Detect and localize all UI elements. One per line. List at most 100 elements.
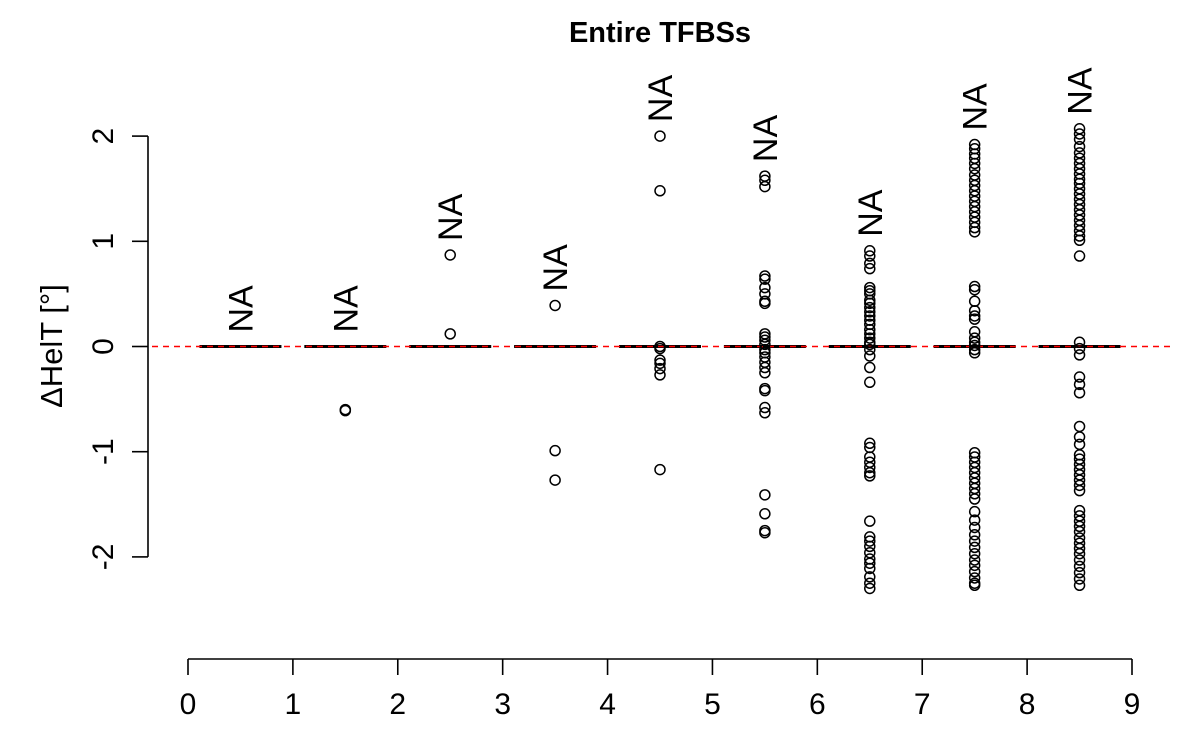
outlier-point [759,331,771,343]
outlier-point [759,338,771,351]
outlier-point [759,367,771,379]
outlier-point [759,384,771,397]
outlier-point [1073,431,1086,443]
outlier-point [968,283,981,296]
y-tick-label: 0 [87,338,120,355]
outlier-point [759,343,771,356]
outlier-point [968,529,981,541]
outlier-point [968,514,981,526]
outlier-point [654,185,666,197]
outlier-point [968,343,981,356]
outlier-point [968,505,981,518]
outlier-point [968,295,981,308]
outlier-point [759,361,771,374]
outlier-point [549,299,561,312]
na-labels: NA NA NA NA NA NA NA NA NA [222,67,1099,332]
outlier-point [864,461,876,474]
outlier-point [864,250,876,262]
outlier-point [864,515,876,527]
y-tick-label: -2 [87,544,120,571]
outlier-point [1073,420,1086,433]
outlier-point [864,343,876,356]
outlier-point [549,474,561,486]
outlier-point [968,541,981,554]
outlier-point [759,281,771,294]
outlier-point [864,571,876,583]
outlier-point [968,226,981,238]
outlier-point [1073,573,1086,585]
outlier-point [759,508,771,520]
outlier-point [864,245,876,257]
outlier-point [1073,250,1086,262]
outlier-point [968,488,981,500]
outlier-point [1073,342,1086,355]
outlier-point [864,301,876,314]
outlier-point [759,297,771,310]
outlier-point [1073,371,1086,383]
na-label: NA [222,285,260,333]
outlier-point [1073,479,1086,492]
x-tick-label: 5 [704,688,721,721]
y-axis-label: ΔHelT [°] [34,284,69,408]
outlier-point [759,526,771,539]
outlier-point [864,297,876,310]
outlier-point [968,559,981,572]
x-tick-label: 6 [809,688,826,721]
outlier-point [968,535,981,547]
outlier-point [1073,438,1086,451]
outlier-point [1073,554,1086,566]
outlier-points [339,122,1086,595]
na-label: NA [747,115,785,163]
y-tick-label: 2 [87,128,120,145]
x-tick-label: 4 [599,688,616,721]
outlier-point [444,249,456,261]
outlier-point [864,361,876,374]
outlier-point [864,535,876,547]
outlier-point [968,547,981,560]
chart-title: Entire TFBSs [569,17,751,49]
na-label: NA [432,193,470,241]
outlier-point [1073,349,1086,361]
outlier-point [864,470,876,482]
outlier-point [1073,542,1086,555]
outlier-point [864,562,876,575]
outlier-point [759,180,771,193]
y-tick-label: -1 [87,438,120,465]
outlier-point [864,466,876,479]
outlier-point [864,376,876,389]
na-label: NA [642,75,680,123]
outlier-point [968,310,981,322]
outlier-point [759,174,771,187]
y-tick-label: 1 [87,233,120,250]
outlier-point [1073,566,1086,579]
outlier-point [1073,387,1086,399]
outlier-point [968,221,981,234]
outlier-point [864,323,876,336]
x-tick-label: 2 [389,688,406,721]
outlier-point [968,280,981,293]
outlier-point [864,310,876,322]
outlier-point [1073,133,1086,146]
x-tick-label: 9 [1124,688,1141,721]
outlier-point [864,332,876,344]
outlier-point [864,350,876,362]
outlier-point [864,306,876,318]
outlier-point [968,579,981,592]
outlier-point [654,362,666,375]
na-label: NA [957,83,995,131]
outlier-point [968,572,981,584]
outlier-point [864,577,876,589]
outlier-point [864,294,876,306]
outlier-point [1073,234,1086,246]
outlier-point [759,401,771,414]
outlier-point [968,339,981,352]
x-axis: 0 1 2 3 4 5 6 7 8 9 [180,658,1141,721]
outlier-point [864,281,876,294]
na-label: NA [327,285,365,333]
outlier-point [1073,230,1086,242]
outlier-point [968,521,981,534]
na-label: NA [1062,67,1100,115]
outlier-point [549,444,561,457]
outlier-point [339,404,352,417]
outlier-point [1073,525,1086,538]
